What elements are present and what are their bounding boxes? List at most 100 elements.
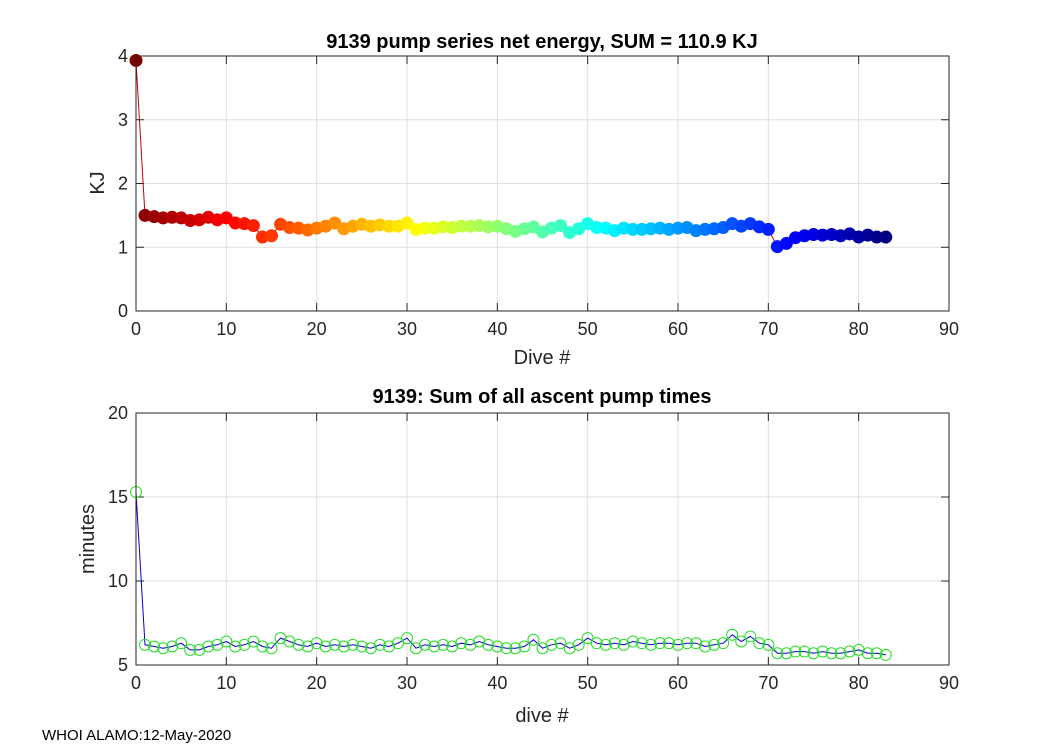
data-point bbox=[843, 645, 856, 658]
y-tick-label: 3 bbox=[118, 110, 128, 130]
x-tick-label: 70 bbox=[758, 319, 778, 339]
y-tick-label: 10 bbox=[108, 571, 128, 591]
data-point bbox=[807, 647, 820, 660]
x-tick-label: 40 bbox=[487, 319, 507, 339]
x-tick-label: 70 bbox=[758, 673, 778, 693]
data-point bbox=[464, 638, 477, 651]
data-point bbox=[292, 638, 305, 651]
x-tick-label: 80 bbox=[849, 319, 869, 339]
data-point bbox=[337, 640, 350, 653]
data-point bbox=[220, 635, 233, 648]
data-point bbox=[211, 638, 224, 651]
data-point bbox=[690, 637, 703, 650]
data-point bbox=[554, 219, 568, 233]
energy-x-ticks: 0 10 20 30 40 50 60 70 80 90 bbox=[131, 56, 959, 339]
series-line bbox=[135, 491, 886, 656]
data-point bbox=[419, 638, 432, 651]
data-point bbox=[401, 632, 413, 645]
data-point bbox=[148, 640, 161, 653]
data-point bbox=[879, 648, 892, 661]
data-point bbox=[518, 640, 531, 653]
data-point bbox=[301, 640, 314, 653]
data-point bbox=[789, 645, 802, 658]
data-point bbox=[265, 229, 278, 243]
energy-axes-box bbox=[135, 55, 950, 312]
data-point bbox=[762, 638, 775, 651]
data-point bbox=[581, 632, 594, 645]
pump-time-x-ticks: 0 10 20 30 40 50 60 70 80 90 bbox=[131, 413, 959, 693]
data-point bbox=[328, 638, 341, 651]
pump-time-y-axis-label: minutes bbox=[77, 504, 99, 574]
data-point bbox=[482, 638, 495, 651]
data-point bbox=[437, 638, 450, 651]
data-point bbox=[545, 638, 558, 651]
y-tick-label: 0 bbox=[118, 301, 128, 321]
data-point bbox=[644, 638, 657, 651]
y-tick-label: 2 bbox=[118, 174, 128, 194]
energy-chart-title: 9139 pump series net energy, SUM = 110.9… bbox=[326, 31, 758, 53]
data-point bbox=[834, 647, 847, 660]
pump-time-chart-title: 9139: Sum of all ascent pump times bbox=[373, 386, 712, 408]
data-point bbox=[761, 222, 775, 236]
x-tick-label: 50 bbox=[578, 673, 598, 693]
pump-time-panel: 0 10 20 30 40 50 60 70 80 90 5 10 15 20 9139: Sum of… bbox=[77, 386, 959, 727]
data-point bbox=[825, 647, 838, 660]
data-point bbox=[852, 643, 865, 656]
x-tick-label: 10 bbox=[216, 673, 236, 693]
data-point bbox=[563, 642, 576, 655]
data-point bbox=[355, 640, 368, 653]
data-point bbox=[400, 216, 414, 230]
data-point bbox=[382, 640, 395, 653]
data-point bbox=[771, 647, 784, 660]
x-tick-label: 60 bbox=[668, 319, 688, 339]
data-point bbox=[238, 638, 251, 651]
x-tick-label: 0 bbox=[131, 319, 141, 339]
x-tick-label: 10 bbox=[216, 319, 236, 339]
data-point bbox=[373, 638, 386, 651]
data-point bbox=[346, 638, 359, 651]
data-point bbox=[247, 635, 260, 648]
data-point bbox=[708, 638, 721, 651]
data-point bbox=[391, 637, 404, 650]
data-point bbox=[527, 633, 540, 646]
data-point bbox=[364, 642, 377, 655]
data-point bbox=[283, 635, 296, 648]
data-point bbox=[274, 632, 287, 645]
data-point bbox=[590, 637, 603, 650]
data-point bbox=[861, 647, 874, 660]
data-point bbox=[653, 637, 666, 650]
pump-time-series bbox=[130, 485, 892, 661]
data-point bbox=[184, 643, 197, 656]
data-point bbox=[536, 642, 549, 655]
data-point bbox=[635, 637, 648, 650]
data-point bbox=[798, 645, 811, 658]
data-point bbox=[310, 637, 323, 650]
x-tick-label: 50 bbox=[578, 319, 598, 339]
data-point bbox=[735, 635, 748, 648]
data-point bbox=[717, 637, 730, 650]
x-tick-label: 60 bbox=[668, 673, 688, 693]
x-tick-label: 30 bbox=[397, 673, 417, 693]
x-tick-label: 30 bbox=[397, 319, 417, 339]
data-point bbox=[157, 642, 170, 655]
data-point bbox=[753, 637, 766, 650]
data-point bbox=[256, 640, 269, 653]
data-point bbox=[662, 637, 675, 650]
energy-y-axis-label: KJ bbox=[87, 171, 109, 194]
y-tick-label: 4 bbox=[118, 46, 128, 66]
data-point bbox=[699, 640, 712, 653]
data-point bbox=[744, 630, 757, 643]
data-point bbox=[572, 638, 585, 651]
x-tick-label: 20 bbox=[307, 319, 327, 339]
data-point bbox=[246, 219, 260, 233]
x-tick-label: 80 bbox=[849, 673, 869, 693]
data-point bbox=[608, 637, 621, 650]
data-point bbox=[681, 637, 694, 650]
data-point bbox=[473, 635, 486, 648]
data-point bbox=[446, 640, 459, 653]
data-point bbox=[319, 640, 332, 653]
x-tick-label: 0 bbox=[131, 673, 141, 693]
data-point bbox=[879, 230, 893, 244]
data-point bbox=[491, 640, 504, 653]
